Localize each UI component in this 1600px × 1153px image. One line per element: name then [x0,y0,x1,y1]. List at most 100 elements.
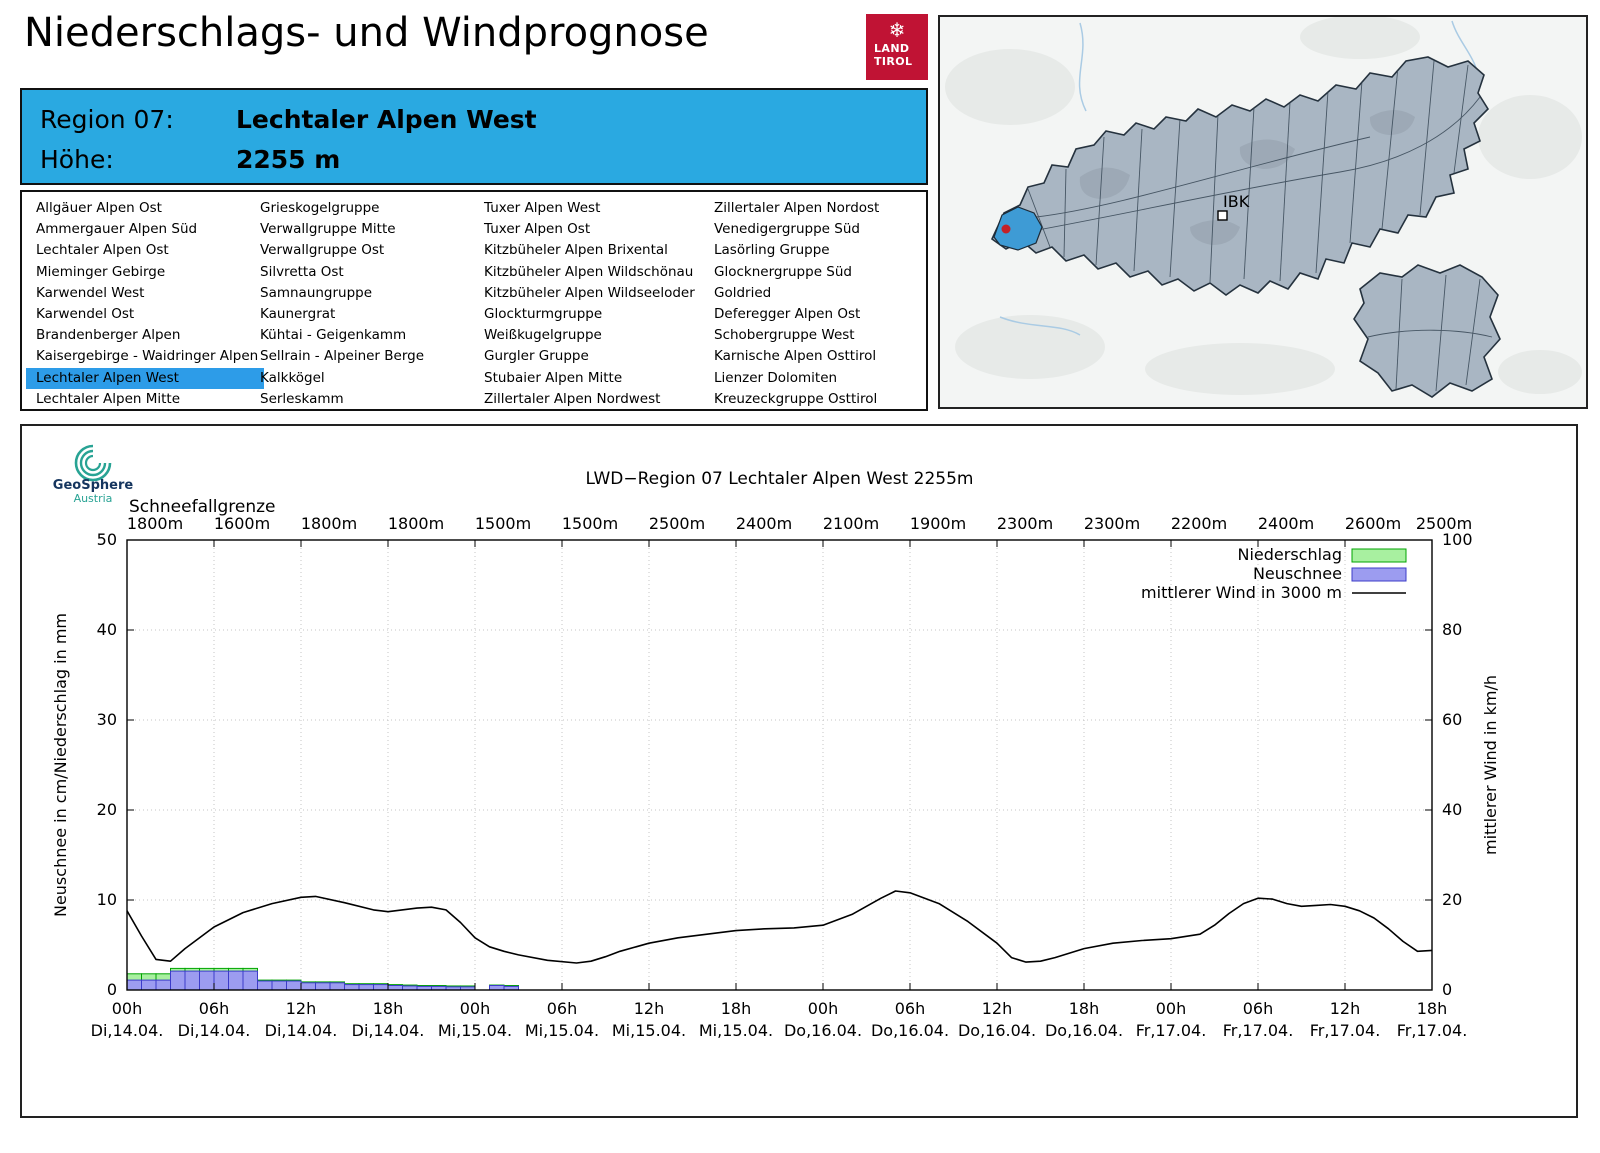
snowline-value: 2100m [823,514,879,533]
legend-swatch [1351,567,1407,582]
region-list-item[interactable]: Tuxer Alpen West [484,200,601,216]
region-column-list: Tuxer Alpen West Tuxer Alpen Ost Kitzbühel… [474,198,701,410]
x-tick-label: 12h [1330,999,1361,1018]
selected-region-shape[interactable] [993,206,1043,251]
snowline-value: 1900m [910,514,966,533]
logo-line-tirol: TIROL [874,54,913,68]
region-list-item[interactable]: Brandenberger Alpen [36,327,181,344]
region-list-item[interactable]: Kitzbüheler Alpen Wildschönau [484,263,694,280]
y-right-tick-label: 40 [1442,800,1462,819]
snow-bar [228,970,244,991]
x-tick-label: 12h [982,999,1013,1018]
region-list-item[interactable]: Ammergauer Alpen Süd [36,221,198,238]
region-column-list: Zillertaler Alpen Nordost Venedigergruppe… [704,198,885,410]
region-list-item[interactable]: Lechtaler Alpen Mitte [36,390,181,407]
y-left-axis-title: Neuschnee in cm/Niederschlag in mm [51,613,70,917]
snow-bar [358,984,374,991]
y-left-tick-label: 40 [97,620,117,639]
north-tirol-shape [990,56,1490,296]
region-list-item[interactable]: Tuxer Alpen Ost [484,221,591,238]
region-list-item[interactable]: Mieminger Gebirge [36,263,166,280]
snowline-value: 2500m [649,514,705,533]
region-list-item[interactable]: Zillertaler Alpen Nordost [714,200,880,216]
x-date-label: Di,14.04. [352,1021,425,1040]
district-borders [997,60,1481,283]
snow-bar [300,982,316,991]
region-list-item[interactable]: Grieskogelgruppe [260,200,380,216]
snow-bar [257,980,273,991]
y-left-tick-label: 30 [97,710,117,729]
region-list-item[interactable]: Lechtaler Alpen West [26,367,265,389]
y-right-tick-label: 0 [1442,980,1452,999]
x-tick-label: 18h [373,999,404,1018]
x-tick-label: 12h [634,999,665,1018]
region-list-item[interactable]: Kühtai - Geigenkamm [260,327,407,344]
snow-bar [271,980,287,991]
region-list-item[interactable]: Allgäuer Alpen Ost [36,200,162,216]
region-list-item[interactable]: Venedigergruppe Süd [714,221,860,238]
region-list-item[interactable]: Kaunergrat [260,306,336,323]
region-list-item[interactable]: Kitzbüheler Alpen Wildseeloder [484,284,695,301]
region-list-item[interactable]: Kaisergebirge - Waidringer Alpen [36,348,259,365]
region-list-item[interactable]: Karnische Alpen Osttirol [714,348,877,365]
tirol-map[interactable]: IBK [940,17,1586,407]
region-list-item[interactable]: Schobergruppe West [714,327,855,344]
snow-bar [199,970,215,991]
region-list-item[interactable]: Serleskamm [260,390,344,407]
region-list-item[interactable]: Karwendel West [36,284,145,301]
region-list-item[interactable]: Zillertaler Alpen Nordwest [484,390,661,407]
grid [127,540,1432,990]
x-date-label: Do,16.04. [784,1021,862,1040]
x-date-label: Fr,17.04. [1397,1021,1468,1040]
region-list-item[interactable]: Sellrain - Alpeiner Berge [260,348,425,365]
snowline-value: 2300m [997,514,1053,533]
relief-shading [1079,110,1415,245]
y-left-tick-label: 20 [97,800,117,819]
land-tirol-logo: ❄ LAND TIROL [866,14,928,80]
snow-bar [141,979,157,991]
bars [126,967,519,991]
region-list-item[interactable]: Kalkkögel [260,369,325,386]
region-list-item[interactable]: Goldried [714,284,772,301]
region-column-list: Allgäuer Alpen Ost Ammergauer Alpen Süd Le… [26,198,265,410]
region-list-item[interactable]: Karwendel Ost [36,306,135,323]
east-tirol-shape [1353,264,1501,398]
snowline-value: 2600m [1345,514,1401,533]
snowline-value: 1500m [475,514,531,533]
snow-bar [170,970,186,991]
region-list-item[interactable]: Verwallgruppe Ost [260,242,385,259]
geosphere-name: GeoSphere [53,478,134,493]
region-list-item[interactable]: Stubaier Alpen Mitte [484,369,623,386]
region-list-item[interactable]: Lienzer Dolomiten [714,369,838,386]
region-list-item[interactable]: Lechtaler Alpen Ost [36,242,169,259]
region-value: Lechtaler Alpen West [236,105,537,134]
region-list-item[interactable]: Kitzbüheler Alpen Brixental [484,242,668,259]
x-tick-label: 00h [1156,999,1187,1018]
region-list-item[interactable]: Glockturmgruppe [484,306,603,323]
x-tick-label: 18h [721,999,752,1018]
region-list-item[interactable]: Samnaungruppe [260,284,373,301]
y-right-tick-label: 60 [1442,710,1462,729]
snow-bar [184,970,200,991]
region-list-item[interactable]: Lasörling Gruppe [714,242,830,259]
forecast-chart: 00h Di,14.04. 06h Di,14.04. 12h Di,14.04. 18h D… [51,469,1500,1040]
region-list-item[interactable]: Silvretta Ost [260,263,344,280]
snowline-value: 1600m [214,514,270,533]
region-list-item[interactable]: Weißkugelgruppe [484,327,602,344]
snowline-value: 1800m [301,514,357,533]
region-list-item[interactable]: Deferegger Alpen Ost [714,306,861,323]
x-tick-label: 06h [1243,999,1274,1018]
region-list: Allgäuer Alpen Ost Ammergauer Alpen Süd Le… [20,190,928,411]
snowline-label: Schneefallgrenze [129,497,275,517]
region-list-item[interactable]: Kreuzeckgruppe Osttirol [714,390,878,407]
snow-bar [344,984,360,991]
district-borders-east [1367,274,1493,392]
region-list-item[interactable]: Gurgler Gruppe [484,348,589,365]
snowflake-icon: ❄ [888,18,906,42]
snowline-value: 2200m [1171,514,1227,533]
region-list-item[interactable]: Verwallgruppe Mitte [260,221,396,238]
region-list-item[interactable]: Glocknergruppe Süd [714,263,852,280]
wind [126,890,1433,964]
x-date-label: Fr,17.04. [1310,1021,1381,1040]
region-row: Region 07: Lechtaler Alpen West [40,105,537,134]
